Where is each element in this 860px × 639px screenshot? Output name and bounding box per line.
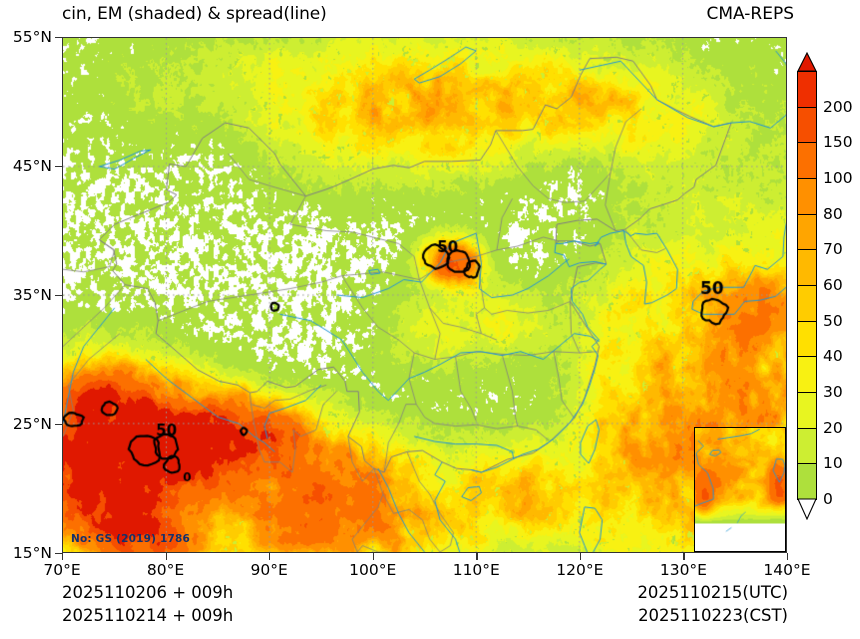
colorbar-tick-label: 10 <box>823 454 843 473</box>
x-tick-mark <box>787 553 789 560</box>
x-tick-label: 80°E <box>146 561 185 579</box>
x-tick-label: 100°E <box>349 561 397 579</box>
colorbar-swatch <box>797 71 817 108</box>
x-tick-mark <box>683 553 685 560</box>
colorbar-swatch <box>797 463 817 501</box>
colorbar-swatch <box>797 356 817 394</box>
colorbar-swatch <box>797 213 817 251</box>
south-china-sea-inset <box>694 427 786 552</box>
model-label: CMA-REPS <box>706 4 794 24</box>
inset-map-field <box>695 428 785 551</box>
colorbar-under-arrow <box>797 498 817 520</box>
y-tick-label: 25°N <box>12 415 52 433</box>
colorbar-tick-label: 100 <box>823 169 853 187</box>
colorbar-swatch <box>797 320 817 358</box>
colorbar-tick-label: 0 <box>823 490 833 508</box>
y-tick-label: 35°N <box>12 286 52 304</box>
colorbar-tick-label: 60 <box>823 276 843 294</box>
map-plot-area: No: GS (2019) 1786 <box>62 37 787 553</box>
y-tick-label: 15°N <box>12 544 52 562</box>
colorbar-swatch <box>797 392 817 429</box>
y-tick-mark <box>55 553 62 555</box>
footer-valid-time-utc: 2025110215(UTC) <box>637 583 788 602</box>
map-credit-label: No: GS (2019) 1786 <box>71 533 190 545</box>
colorbar-swatch <box>797 427 817 465</box>
footer-init-time-utc: 2025110206 + 009h <box>62 583 234 602</box>
x-tick-mark <box>579 553 582 560</box>
x-tick-label: 140°E <box>763 561 811 579</box>
colorbar-swatch <box>797 285 817 322</box>
x-tick-mark <box>372 553 374 560</box>
colorbar-swatch <box>797 142 817 180</box>
colorbar-tick-label: 40 <box>823 347 843 366</box>
colorbar-tick-label: 50 <box>823 311 843 330</box>
colorbar-tick-label: 70 <box>823 240 843 259</box>
colorbar-tick-label: 150 <box>823 133 853 152</box>
x-tick-mark <box>476 553 478 560</box>
cin-shaded-field <box>63 38 786 552</box>
colorbar-tick-label: 30 <box>823 383 843 401</box>
colorbar-tick-label: 20 <box>823 418 843 437</box>
colorbar-over-arrow <box>797 52 817 72</box>
chart-title: cin, EM (shaded) & spread(line) <box>62 4 327 24</box>
colorbar-swatch <box>797 249 817 287</box>
colorbar-tick-label: 200 <box>823 97 853 116</box>
x-tick-label: 130°E <box>659 561 707 579</box>
colorbar-swatch <box>797 178 817 215</box>
x-tick-mark <box>62 553 64 560</box>
x-tick-label: 90°E <box>250 561 288 579</box>
y-tick-label: 55°N <box>12 28 52 46</box>
x-tick-mark <box>165 553 167 560</box>
y-tick-mark <box>55 295 62 297</box>
x-tick-label: 70°E <box>43 561 81 579</box>
x-tick-label: 110°E <box>452 561 500 579</box>
y-tick-mark <box>55 37 62 39</box>
x-tick-label: 120°E <box>556 561 604 579</box>
footer-valid-time-cst: 2025110223(CST) <box>638 606 788 625</box>
footer-init-time-cst: 2025110214 + 009h <box>62 606 234 625</box>
y-tick-label: 45°N <box>12 157 52 175</box>
y-tick-mark <box>55 166 62 168</box>
colorbar-tick-label: 80 <box>823 204 843 223</box>
colorbar <box>797 71 817 501</box>
x-tick-mark <box>269 553 271 560</box>
colorbar-swatch <box>797 106 817 144</box>
y-tick-mark <box>55 424 62 426</box>
